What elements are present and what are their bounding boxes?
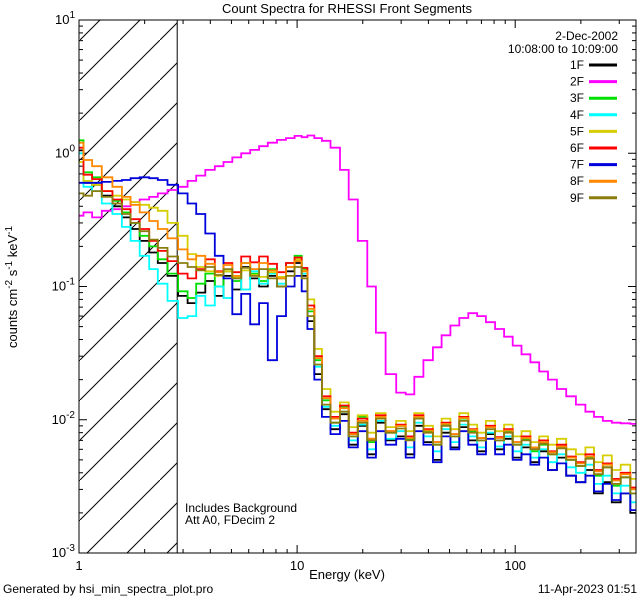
legend-label-7F: 7F: [570, 158, 584, 172]
legend-item-2F: 2F: [570, 75, 617, 89]
legend-item-9F: 9F: [570, 191, 617, 205]
series-9F: [79, 190, 636, 495]
y-tick-label: 10-2: [52, 410, 76, 427]
annotation-attenuator: Att A0, FDecim 2: [185, 513, 275, 527]
x-tick-label: 1: [75, 558, 82, 573]
axes-box: [78, 19, 637, 554]
legend-item-3F: 3F: [570, 91, 617, 105]
footer-timestamp: 11-Apr-2023 01:51: [538, 582, 638, 596]
x-tick-label: 100: [504, 558, 526, 573]
axis-ticks: [78, 19, 636, 554]
y-tick-label: 10-3: [52, 543, 76, 560]
legend-label-2F: 2F: [570, 75, 584, 89]
series-8F: [79, 141, 636, 491]
y-tick-label: 101: [55, 10, 75, 27]
axis-tick-labels: 1 10 100 101 100 10-1 10-2 10-3: [52, 10, 526, 573]
data-series-group: [79, 134, 636, 514]
y-tick-label: 100: [55, 143, 75, 160]
hatch-region: [79, 20, 178, 553]
y-tick-label: 10-1: [52, 277, 76, 294]
legend-item-1F: 1F: [570, 58, 617, 72]
legend-label-4F: 4F: [570, 108, 584, 122]
legend: 1F 2F 3F 4F 5F 6F 7F 8F 9F: [570, 58, 617, 205]
legend-label-6F: 6F: [570, 141, 584, 155]
legend-item-4F: 4F: [570, 108, 617, 122]
legend-label-5F: 5F: [570, 124, 584, 138]
y-axis-label: counts cm-2 s-1 keV-1: [4, 226, 20, 349]
legend-label-3F: 3F: [570, 91, 584, 105]
x-tick-label: 10: [290, 558, 304, 573]
legend-item-8F: 8F: [570, 174, 617, 188]
series-6F: [79, 146, 636, 489]
legend-item-5F: 5F: [570, 124, 617, 138]
legend-label-9F: 9F: [570, 191, 584, 205]
series-7F: [79, 176, 636, 511]
annotation-includes-background: Includes Background: [185, 501, 297, 515]
obs-time-range: 10:08:00 to 10:09:00: [508, 42, 618, 56]
legend-item-7F: 7F: [570, 158, 617, 172]
legend-label-8F: 8F: [570, 174, 584, 188]
footer-generator: Generated by hsi_min_spectra_plot.pro: [3, 582, 213, 596]
legend-item-6F: 6F: [570, 141, 617, 155]
series-2F: [79, 134, 636, 425]
series-5F: [79, 161, 636, 480]
obs-date: 2-Dec-2002: [555, 29, 618, 43]
legend-label-1F: 1F: [570, 58, 584, 72]
series-4F: [79, 152, 636, 504]
page-title: Count Spectra for RHESSI Front Segments: [222, 1, 472, 16]
series-1F: [79, 149, 636, 514]
x-axis-label: Energy (keV): [309, 567, 385, 582]
